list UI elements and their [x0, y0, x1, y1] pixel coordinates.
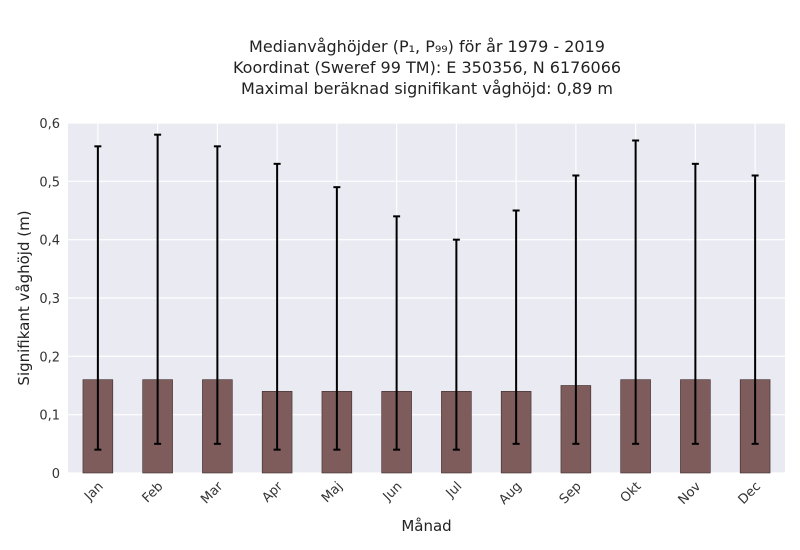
x-tick-label: Maj — [319, 479, 346, 506]
error-bar-jan — [94, 145, 102, 451]
error-bars — [94, 133, 759, 451]
x-tick-label: Nov — [676, 479, 705, 508]
y-tick-label: 0 — [52, 467, 60, 482]
y-tick-label: 0,4 — [39, 234, 60, 249]
error-bar-mar — [213, 145, 221, 445]
y-tick-label: 0,1 — [39, 409, 60, 424]
y-tick-label: 0,3 — [39, 292, 60, 307]
error-bar-okt — [632, 139, 640, 445]
y-tick-label: 0,5 — [39, 175, 60, 190]
y-axis-ticks: 0 0,1 0,2 0,3 0,4 0,5 0,6 — [39, 117, 60, 482]
x-axis-label: Månad — [401, 517, 451, 535]
x-tick-label: Feb — [140, 479, 167, 506]
x-tick-label: Jan — [81, 479, 106, 504]
chart-title: Medianvåghöjder (P₁, P₉₉) för år 1979 - … — [233, 37, 621, 98]
y-axis-label: Signifikant våghöjd (m) — [15, 210, 33, 385]
x-tick-label: Okt — [618, 479, 645, 506]
error-bar-jun — [393, 215, 401, 451]
x-tick-label: Apr — [259, 479, 286, 506]
error-bar-jul — [452, 238, 460, 451]
y-tick-label: 0,2 — [39, 350, 60, 365]
title-line-2: Koordinat (Sweref 99 TM): E 350356, N 61… — [233, 58, 621, 77]
x-tick-label: Jul — [443, 479, 465, 501]
title-line-1: Medianvåghöjder (P₁, P₉₉) för år 1979 - … — [249, 37, 605, 56]
x-tick-label: Mar — [198, 479, 226, 507]
x-tick-label: Sep — [557, 479, 585, 507]
error-bar-apr — [273, 162, 281, 451]
error-bar-aug — [512, 209, 520, 445]
x-tick-label: Jun — [380, 479, 406, 505]
error-bar-nov — [691, 162, 699, 445]
title-line-3: Maximal beräknad signifikant våghöjd: 0,… — [241, 79, 613, 98]
error-bar-dec — [751, 174, 759, 445]
x-tick-label: Dec — [736, 479, 764, 507]
error-bar-sep — [572, 174, 580, 445]
error-bar-feb — [154, 133, 162, 445]
x-tick-label: Aug — [496, 479, 525, 508]
error-bar-maj — [333, 186, 341, 451]
y-tick-label: 0,6 — [39, 117, 60, 132]
x-axis-ticks: Jan Feb Mar Apr Maj Jun Jul Aug Sep Okt Nov Dec — [81, 479, 764, 508]
